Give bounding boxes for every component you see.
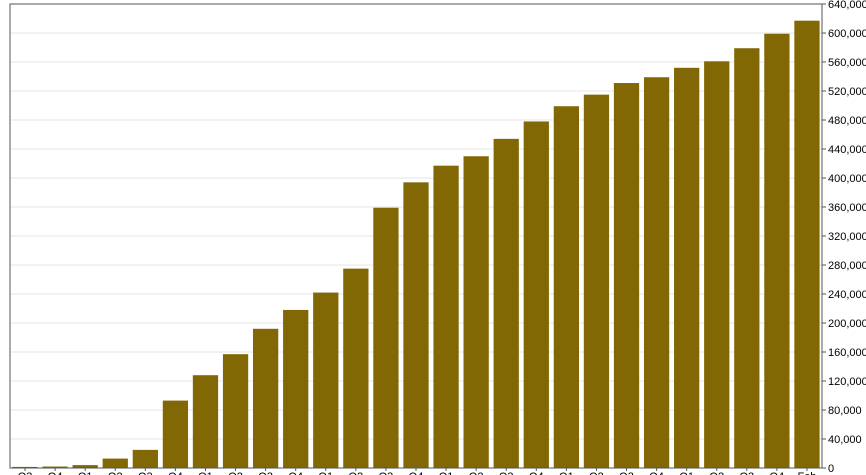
y-tick-label: 440,000 [828,144,866,156]
y-tick-label: 240,000 [828,289,866,301]
x-tick-label: Q123 [439,471,454,475]
y-tick-label: 640,000 [828,0,866,11]
x-tick-label: Q425 [770,471,785,475]
bar [403,182,429,468]
y-axis-ticks: 0 40,000 80,000 120,000 160,000 200,000 240,00… [822,0,866,475]
y-tick-label: 320,000 [828,231,866,243]
x-tick-label: Q125 [679,471,694,475]
bar [192,375,219,468]
x-tick-label: Q420 [168,471,183,475]
y-tick-label: 600,000 [828,28,866,40]
bar [613,83,640,469]
x-tick-label: Q321 [258,471,273,475]
bar [132,449,158,468]
bar [764,33,790,468]
y-tick-label: 40,000 [828,434,862,446]
x-tick-label: Q424 [649,471,664,475]
bar [704,61,730,469]
bar [734,48,760,468]
bar [373,207,399,468]
bar [343,268,369,468]
y-tick-label: 520,000 [828,86,866,98]
x-tick-label: Q419 [48,471,63,475]
x-tick-label: Feb26 [797,471,816,475]
bar [493,138,519,468]
x-tick-label: Q121 [198,471,213,475]
x-tick-label: Q122 [318,471,333,475]
x-tick-label: Q223 [469,471,484,475]
x-tick-label: Q220 [108,471,123,475]
y-tick-label: 480,000 [828,115,866,127]
bar [162,400,189,468]
y-tick-label: 280,000 [828,260,866,272]
bar [252,328,279,468]
x-tick-label: Q120 [78,471,93,475]
x-tick-label: Q221 [228,471,243,475]
bar [102,458,128,468]
bar [553,106,580,468]
x-axis-ticks: Q319 Q419 Q120 Q220 Q320 Q420 Q121 Q221 Q321 Q421… [18,468,816,475]
bar [222,354,249,468]
x-tick-label: Q324 [619,471,634,475]
x-tick-label: Q422 [409,471,424,475]
bar [463,156,489,468]
x-tick-label: Q423 [529,471,544,475]
bar [72,465,98,468]
x-tick-label: Q224 [589,471,604,475]
bar [12,466,38,468]
y-tick-label: 560,000 [828,57,866,69]
y-tick-label: 400,000 [828,173,866,185]
bar [643,77,670,468]
x-tick-label: Q225 [709,471,724,475]
bars [12,20,820,469]
x-tick-label: Q325 [739,471,754,475]
x-tick-label: Q421 [288,471,303,475]
y-tick-label: 160,000 [828,347,866,359]
x-tick-label: Q124 [559,471,574,475]
x-tick-label: Q323 [499,471,514,475]
bar [523,121,549,468]
x-tick-label: Q319 [18,471,33,475]
x-tick-label: Q322 [379,471,394,475]
x-tick-label: Q320 [138,471,153,475]
x-tick-label: Q222 [349,471,364,475]
y-tick-label: 120,000 [828,376,866,388]
y-tick-label: 360,000 [828,202,866,214]
bar [583,94,610,468]
y-tick-label: 80,000 [828,405,862,417]
bar [433,165,459,469]
bar [674,67,700,469]
bar [42,466,68,468]
bar [283,309,309,468]
y-tick-label: 200,000 [828,318,866,330]
bar [794,20,820,469]
y-tick-label: 0 [828,463,834,475]
bar [313,292,339,468]
